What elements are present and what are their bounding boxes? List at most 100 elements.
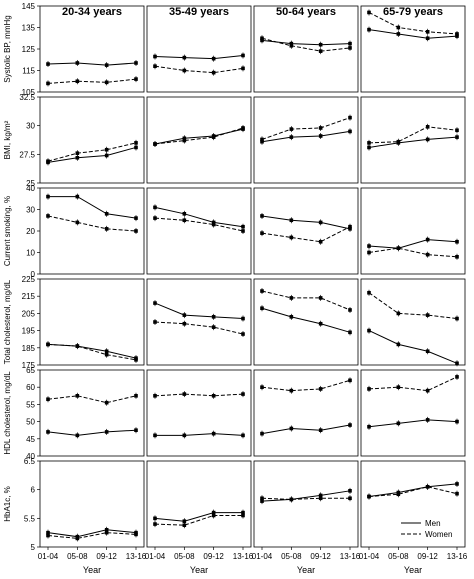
- data-point-men: [46, 430, 50, 434]
- y-axis-label: BMI, kg/m²: [3, 120, 12, 159]
- data-point-women: [104, 147, 109, 152]
- column-title: 50-64 years: [276, 6, 336, 18]
- data-point-women: [425, 30, 430, 34]
- data-point-women: [182, 68, 187, 73]
- panel-frame: [360, 5, 466, 93]
- data-point-men: [104, 212, 109, 216]
- data-point-women: [260, 137, 264, 142]
- data-point-women: [46, 397, 50, 402]
- data-point-men: [211, 56, 216, 61]
- data-point-men: [153, 205, 157, 210]
- panel-frame: [39, 5, 145, 93]
- data-point-men: [211, 431, 216, 436]
- y-tick-label: 25: [26, 179, 35, 188]
- data-point-women: [153, 394, 157, 398]
- series-line-men: [261, 130, 351, 143]
- x-tick-label: 01-04: [145, 552, 166, 561]
- series-line-men: [368, 136, 458, 148]
- series-line-men: [368, 419, 458, 428]
- panel-frame: [253, 369, 359, 457]
- data-point-men: [455, 239, 459, 244]
- data-point-women: [367, 494, 371, 499]
- series-line-women: [47, 142, 137, 162]
- series-line-women: [154, 217, 244, 232]
- data-point-men: [104, 153, 109, 158]
- y-tick-label: 30: [26, 122, 35, 131]
- y-tick-label: 27.5: [19, 150, 35, 159]
- y-tick-label: 60: [26, 383, 35, 392]
- data-point-men: [318, 321, 323, 326]
- data-point-men: [348, 489, 352, 493]
- column-title: 65-79 years: [383, 6, 443, 18]
- data-point-men: [348, 129, 352, 134]
- series-line-men: [48, 196, 137, 219]
- data-point-men: [182, 313, 187, 317]
- data-point-women: [104, 227, 109, 231]
- data-point-men: [289, 135, 294, 139]
- data-point-men: [455, 419, 459, 424]
- data-point-women: [75, 536, 80, 541]
- data-point-women: [425, 485, 430, 489]
- panel-frame: [253, 460, 359, 548]
- x-tick-label: 09-12: [203, 552, 224, 561]
- data-point-women: [367, 141, 371, 145]
- data-point-women: [182, 392, 187, 396]
- y-axis-label: Systolic BP, mmHg: [3, 15, 12, 82]
- series-line-women: [261, 290, 351, 311]
- data-point-women: [425, 388, 430, 393]
- y-axis-label: Total cholesterol, mg/dL: [3, 279, 12, 364]
- data-point-women: [396, 139, 401, 144]
- panel-frame: [39, 96, 145, 184]
- series-line-men: [368, 483, 458, 498]
- data-point-women: [396, 385, 401, 389]
- data-point-women: [348, 378, 352, 383]
- series-line-women: [154, 393, 244, 397]
- data-point-women: [134, 394, 138, 398]
- data-point-women: [455, 375, 459, 379]
- data-point-women: [455, 32, 459, 36]
- data-point-men: [455, 482, 459, 486]
- x-axis-label: Year: [297, 565, 315, 575]
- series-line-women: [261, 37, 351, 52]
- data-point-women: [318, 49, 323, 53]
- data-point-men: [455, 135, 459, 139]
- y-tick-label: 5.5: [24, 514, 36, 523]
- series-line-men: [47, 529, 137, 538]
- data-point-women: [75, 344, 80, 348]
- data-point-men: [182, 212, 187, 216]
- series-line-women: [261, 379, 351, 392]
- data-point-men: [134, 216, 138, 220]
- data-point-men: [396, 342, 401, 347]
- series-line-women: [47, 395, 137, 404]
- panel-frame: [39, 460, 145, 548]
- x-tick-label: 05-08: [174, 552, 195, 561]
- panel-frame: [360, 369, 466, 457]
- y-tick-label: 50: [26, 418, 35, 427]
- data-point-women: [153, 216, 157, 220]
- data-point-women: [260, 289, 264, 293]
- data-point-women: [260, 385, 264, 389]
- data-point-women: [318, 296, 323, 300]
- x-tick-label: 09-12: [417, 552, 438, 561]
- data-point-men: [348, 330, 352, 335]
- data-point-men: [289, 426, 294, 431]
- series-line-men: [368, 239, 458, 249]
- data-point-women: [289, 296, 294, 300]
- series-line-men: [154, 128, 244, 145]
- panel-frame: [146, 369, 252, 457]
- data-point-men: [348, 41, 352, 46]
- data-point-women: [104, 352, 109, 357]
- data-point-women: [260, 231, 264, 235]
- y-tick-label: 10: [26, 249, 35, 258]
- data-point-men: [367, 328, 371, 333]
- data-point-women: [367, 387, 371, 391]
- y-axis-label: HbA1c, %: [3, 486, 12, 522]
- data-point-men: [153, 301, 157, 305]
- series-line-women: [154, 127, 244, 145]
- data-point-men: [46, 62, 50, 66]
- x-axis-label: Year: [404, 565, 422, 575]
- data-point-women: [46, 159, 50, 164]
- series-line-women: [261, 497, 350, 500]
- data-point-men: [348, 423, 352, 427]
- series-line-men: [154, 302, 244, 320]
